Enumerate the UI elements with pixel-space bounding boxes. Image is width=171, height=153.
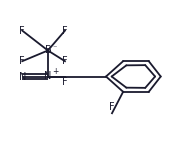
Text: +: + — [52, 67, 59, 76]
Text: N: N — [18, 71, 26, 82]
Text: F: F — [62, 56, 68, 66]
Text: ⁻: ⁻ — [52, 43, 57, 52]
Text: F: F — [19, 26, 25, 36]
Text: F: F — [109, 103, 115, 112]
Text: F: F — [62, 26, 68, 36]
Text: N: N — [44, 71, 52, 81]
Text: F: F — [19, 56, 25, 66]
Text: F: F — [62, 77, 68, 87]
Text: B: B — [44, 45, 51, 56]
